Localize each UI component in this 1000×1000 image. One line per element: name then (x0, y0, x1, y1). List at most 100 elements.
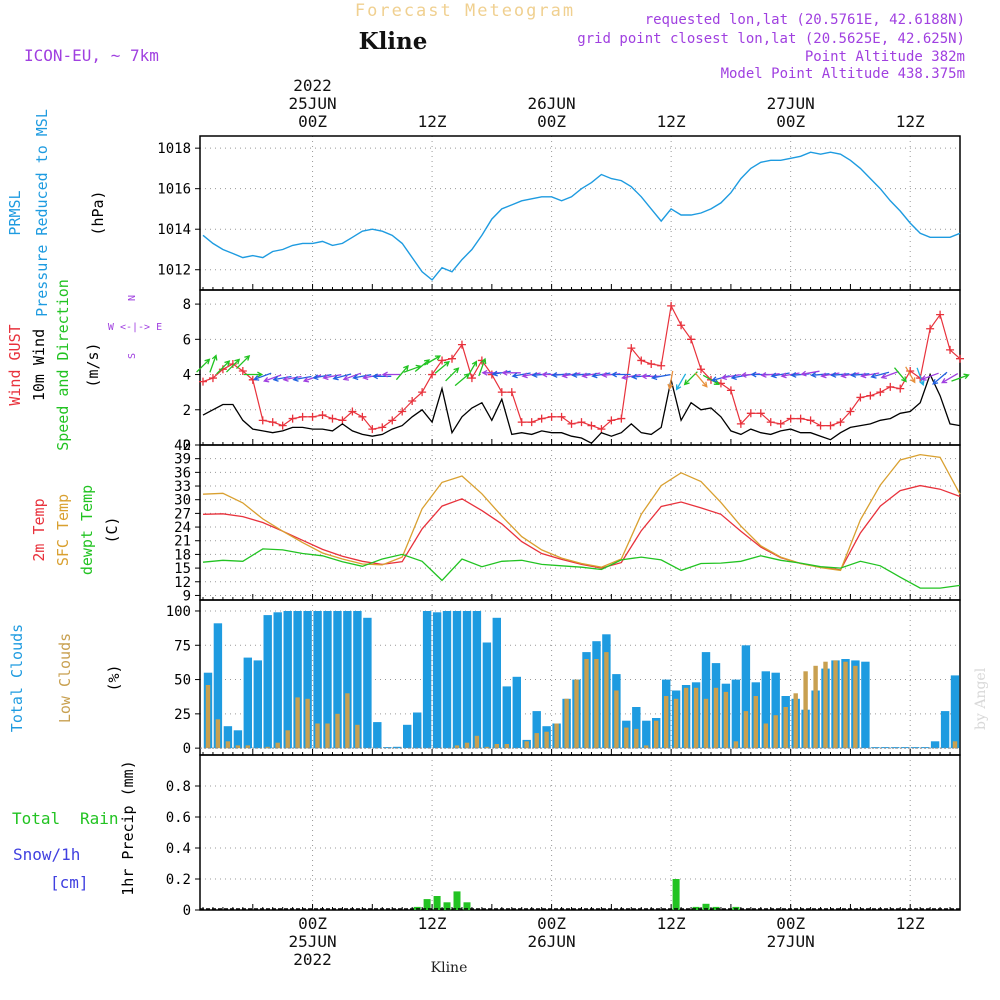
gust-marker (597, 425, 606, 434)
rain-bar (433, 896, 441, 910)
wind-direction-arrow (216, 360, 231, 375)
gust-marker (318, 411, 327, 420)
wind-direction-arrow (253, 372, 272, 381)
total-cloud-bar (911, 747, 920, 749)
gust-marker (537, 414, 546, 423)
bottom-time-label: 26JUN (528, 932, 576, 951)
wind-direction-arrow (810, 372, 830, 378)
requested-coords: requested lon,lat (20.5761E, 42.6188N) (645, 12, 965, 28)
gust-marker (348, 407, 357, 416)
total-cloud-bar (263, 615, 272, 749)
gust-marker (547, 412, 556, 421)
low-cloud-bar (733, 741, 739, 749)
y-tick-label: 33 (174, 479, 191, 495)
temp-axis-label: 2m Temp (30, 498, 48, 561)
wind-direction-arrow (941, 373, 959, 384)
wind-axis-label: Wind GUST (6, 324, 24, 405)
gust-marker (338, 416, 347, 425)
wind-direction-arrow (932, 371, 948, 385)
location-title: Kline (359, 28, 428, 55)
low-cloud-bar (494, 744, 499, 749)
low-cloud-bar (225, 741, 231, 749)
gust-marker (697, 365, 706, 374)
top-time-label: 25JUN (288, 94, 336, 113)
gust-marker (308, 412, 317, 421)
wind-direction-arrow (263, 374, 282, 383)
low-cloud-bar (215, 719, 221, 749)
wind-direction-arrow (571, 372, 591, 378)
low-cloud-bar (743, 711, 749, 749)
low-cloud-bar (604, 652, 609, 749)
gust-marker (438, 356, 447, 365)
low-cloud-bar (793, 693, 798, 749)
low-cloud-bar (315, 723, 320, 749)
wind-axis-label: 10m Wind (30, 329, 48, 401)
gust-marker (258, 416, 267, 425)
total-cloud-bar (921, 747, 930, 749)
total-cloud-bar (223, 726, 233, 749)
wind-direction-arrow (650, 374, 671, 381)
gust-marker (428, 370, 437, 379)
total-cloud-bar (383, 747, 392, 749)
low-cloud-bar (235, 745, 241, 749)
gust-marker (796, 414, 805, 423)
model-label: ICON-EU, ~ 7km (24, 46, 159, 65)
total-cloud-bar (303, 611, 312, 749)
gust-marker (926, 324, 935, 333)
wind-direction-arrow (445, 367, 460, 382)
gust-marker (467, 374, 476, 383)
total-cloud-bar (363, 617, 372, 749)
wind-direction-arrow (322, 374, 342, 381)
y-tick-label: 0.6 (166, 810, 191, 826)
temp-axis-label: dewpt Temp (78, 485, 96, 575)
y-tick-label: 4 (183, 368, 191, 384)
wind-direction-arrow (591, 372, 611, 379)
temp-axis-label: (C) (103, 516, 121, 543)
pressure-axis-label: (hPa) (89, 190, 107, 235)
y-tick-label: 12 (174, 575, 191, 591)
y-tick-label: 0.8 (166, 779, 191, 795)
y-tick-label: 24 (174, 520, 191, 536)
y-tick-label: 0 (183, 438, 191, 454)
pressure-axis-label: Pressure Reduced to MSL (33, 109, 51, 317)
gust-marker (866, 391, 875, 400)
y-tick-label: 9 (183, 588, 191, 604)
footer-location: Kline (431, 960, 468, 976)
gust-marker (637, 356, 646, 365)
rain-bar (702, 903, 710, 910)
gust-marker (726, 386, 735, 395)
gust-marker (298, 412, 307, 421)
gust-marker (198, 377, 207, 386)
total-cloud-bar (731, 679, 741, 749)
wind-direction-arrow (850, 372, 870, 378)
gust-marker (288, 414, 297, 423)
total-cloud-bar (343, 611, 352, 749)
y-tick-label: 25 (174, 707, 191, 723)
low-cloud-bar (803, 671, 808, 749)
wind-direction-arrow (243, 371, 264, 378)
panel-clouds: 0 25 50 75 100 Total Clouds Low Clouds (%) (8, 599, 961, 757)
low-cloud-bar (773, 715, 778, 749)
y-tick-label: 0 (183, 903, 191, 919)
y-tick-label: 1014 (157, 222, 191, 238)
low-cloud-bar (484, 746, 490, 749)
wind-line (202, 372, 961, 445)
precip-axis-label: 1hr Precip (mm) (119, 760, 137, 895)
total-cloud-bar (413, 712, 422, 749)
low-cloud-bar (654, 720, 659, 749)
y-tick-label: 75 (174, 638, 191, 654)
low-cloud-bar (305, 698, 310, 749)
gust-marker (587, 421, 596, 430)
wind-direction-arrow (640, 373, 661, 380)
y-tick-label: 0.4 (166, 841, 191, 857)
total-cloud-bar (452, 611, 462, 749)
low-cloud-bar (275, 742, 280, 749)
bottom-time-label: 00Z (776, 914, 805, 933)
wind-direction-arrow (581, 372, 601, 379)
wind-direction-arrow (196, 358, 211, 373)
wind-direction-arrow (860, 372, 880, 379)
y-tick-label: 15 (174, 561, 191, 577)
wind-direction-arrow (820, 372, 840, 379)
bottom-time-label: 00Z (537, 914, 566, 933)
